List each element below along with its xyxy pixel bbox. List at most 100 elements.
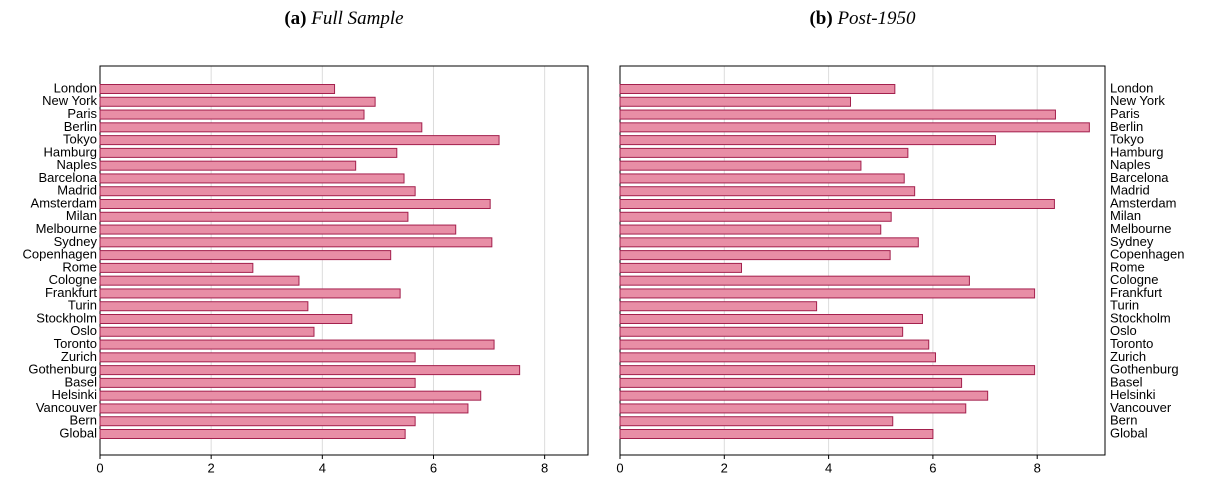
category-label: Turin [68,298,97,313]
category-label: Milan [66,208,97,223]
bar [99,147,398,158]
category-label: Bern [70,413,97,428]
bar [619,122,1090,133]
bar [99,377,416,388]
bar [99,160,357,171]
bar [99,416,416,427]
category-label: Basel [64,374,97,389]
category-label: New York [1110,93,1165,108]
category-label: Naples [57,157,98,172]
bar [99,301,309,312]
bar [619,352,937,363]
category-label: Barcelona [38,170,97,185]
category-label: Berlin [1110,119,1143,134]
category-label: Copenhagen [1110,247,1184,262]
bar [99,237,493,248]
bar [99,122,423,133]
bar [99,339,495,350]
category-label: Oslo [70,323,97,338]
x-tick-label: 0 [96,460,103,475]
category-label: Toronto [1110,336,1153,351]
bar [99,186,416,197]
category-label: Hamburg [44,144,97,159]
bar [619,262,743,273]
category-label: Rome [1110,259,1145,274]
category-label: Sydney [1110,234,1154,249]
x-tick-label: 4 [825,460,832,475]
bar [99,135,500,146]
bar [99,390,482,401]
bar [619,237,919,248]
bar [619,199,1055,209]
category-label: Madrid [57,183,97,198]
x-tick-label: 8 [1034,460,1041,475]
bar [619,160,862,171]
bar [99,173,405,184]
bar [619,173,905,184]
category-label: Naples [1110,157,1151,172]
category-label: New York [42,93,97,108]
bar [99,262,254,273]
panel-title-text: Post-1950 [836,8,916,29]
category-label: Madrid [1110,183,1150,198]
bar [619,211,892,222]
bar [619,429,934,439]
bar [99,403,469,414]
category-label: Cologne [1110,272,1158,287]
category-label: Toronto [54,336,97,351]
bar [619,326,904,337]
bar [619,109,1056,120]
category-label: Turin [1110,298,1139,313]
bar [619,390,989,401]
bar [619,416,894,427]
category-label: Hamburg [1110,144,1163,159]
x-tick-label: 6 [929,460,936,475]
category-label: Helsinki [51,387,97,402]
category-label: Copenhagen [23,247,97,262]
category-label: Bern [1110,413,1137,428]
category-label: Paris [1110,106,1140,121]
category-label: Stockholm [36,310,97,325]
category-label: Milan [1110,208,1141,223]
bar [619,186,916,197]
x-tick-label: 2 [208,460,215,475]
bar [619,377,963,388]
bar [619,147,909,158]
x-tick-label: 2 [721,460,728,475]
category-label: Barcelona [1110,170,1169,185]
bar [99,96,376,107]
category-label: Cologne [49,272,97,287]
bar [619,288,1036,299]
plot-frame [619,65,1106,456]
bar [619,250,891,261]
x-tick-label: 0 [616,460,623,475]
bar [619,135,996,146]
bar [99,365,521,376]
bar [99,429,406,439]
category-label: Frankfurt [1110,285,1162,300]
category-label: Vancouver [1110,400,1172,415]
x-tick-label: 6 [430,460,437,475]
category-label: Sydney [54,234,98,249]
category-label: London [54,80,97,95]
category-label: Amsterdam [31,195,97,210]
category-label: Oslo [1110,323,1137,338]
category-label: Tokyo [1110,132,1144,147]
category-label: Global [1110,425,1148,440]
category-label: Zurich [1110,349,1146,364]
bar [99,275,300,286]
panel-label: (b) [809,8,832,29]
x-tick-label: 8 [541,460,548,475]
category-label: Stockholm [1110,310,1171,325]
bar [99,250,392,261]
bar [619,365,1036,376]
category-label: Melbourne [1110,221,1171,236]
panel-label: (a) [284,8,306,29]
category-label: Basel [1110,374,1143,389]
panel-title: (b) Post-1950 [809,8,916,29]
category-label: Vancouver [36,400,98,415]
category-label: Frankfurt [45,285,97,300]
category-label: Paris [67,106,97,121]
bar [619,403,967,414]
